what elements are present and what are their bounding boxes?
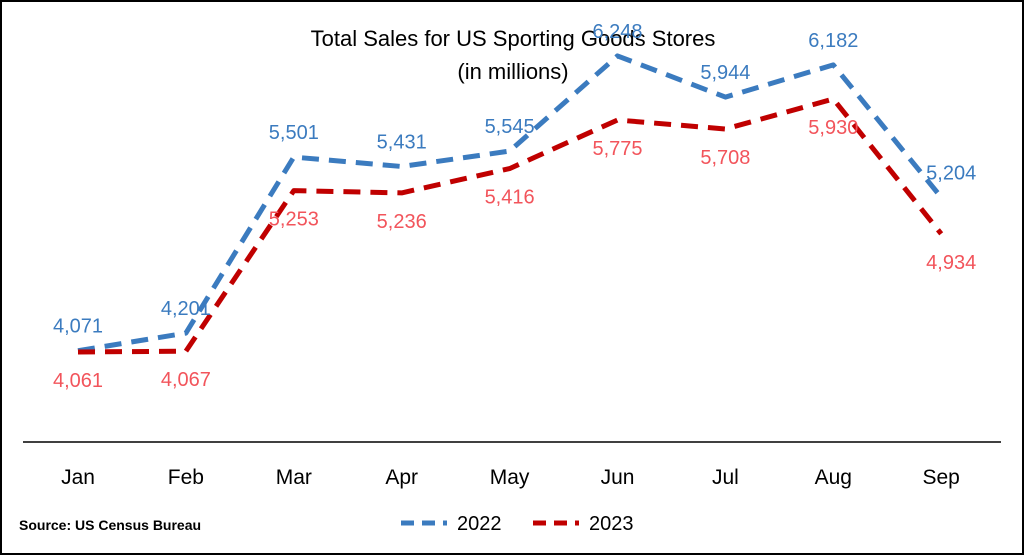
x-tick-label-may: May [490, 466, 530, 489]
x-tick-label-mar: Mar [276, 466, 312, 489]
series-lines [77, 53, 944, 355]
source-note: Source: US Census Bureau [19, 517, 201, 533]
data-label-2022-aug: 6,182 [808, 30, 858, 52]
legend-label-2023: 2023 [589, 513, 634, 535]
data-label-2023-sep: 4,934 [926, 252, 976, 274]
data-label-2022-sep: 5,204 [926, 162, 976, 184]
legend: 2022 2023 [401, 513, 634, 535]
x-tick-label-sep: Sep [923, 466, 960, 489]
chart-subtitle: (in millions) [457, 59, 568, 84]
data-label-2022-jan: 4,071 [53, 316, 103, 338]
legend-label-2022: 2022 [457, 513, 502, 535]
x-tick-label-jan: Jan [61, 466, 95, 489]
data-label-2023-mar: 5,253 [269, 209, 319, 231]
x-tick-label-feb: Feb [168, 466, 204, 489]
x-axis-tick-labels: Jan Feb Mar Apr May Jun Jul Aug Sep [61, 466, 960, 489]
data-label-2022-may: 5,545 [485, 116, 535, 138]
data-label-2023-jun: 5,775 [592, 138, 642, 160]
data-label-2023-aug: 5,930 [808, 117, 858, 139]
x-tick-label-aug: Aug [815, 466, 852, 489]
data-label-2022-mar: 5,501 [269, 122, 319, 144]
chart-title: Total Sales for US Sporting Goods Stores [311, 26, 716, 51]
x-tick-label-jul: Jul [712, 466, 739, 489]
data-label-2022-jun: 6,248 [592, 21, 642, 43]
x-tick-label-apr: Apr [385, 466, 418, 489]
data-labels: 4,071 4,201 5,501 5,431 5,545 6,248 5,944 6,182… [53, 21, 976, 392]
series-line-2023 [77, 96, 944, 355]
data-label-2023-jul: 5,708 [700, 147, 750, 169]
series-line-2022 [77, 53, 944, 354]
x-tick-label-jun: Jun [601, 466, 635, 489]
data-label-2023-feb: 4,067 [161, 369, 211, 391]
data-label-2022-feb: 4,201 [161, 298, 211, 320]
data-label-2023-apr: 5,236 [377, 211, 427, 233]
data-label-2023-jan: 4,061 [53, 370, 103, 392]
data-label-2023-may: 5,416 [485, 187, 535, 209]
data-label-2022-apr: 5,431 [377, 132, 427, 154]
data-label-2022-jul: 5,944 [700, 62, 750, 84]
